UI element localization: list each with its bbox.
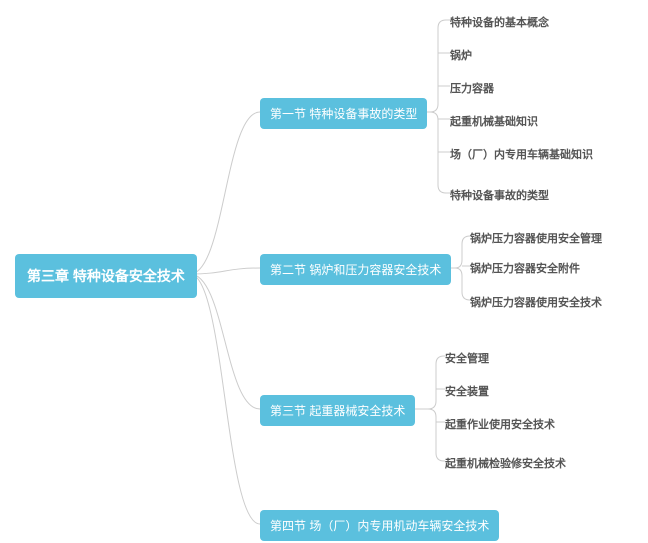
leaf-item: 特种设备事故的类型 bbox=[450, 187, 549, 203]
section-node-2[interactable]: 第二节 锅炉和压力容器安全技术 bbox=[260, 254, 451, 285]
root-label: 第三章 特种设备安全技术 bbox=[27, 268, 185, 284]
leaf-item: 起重机械基础知识 bbox=[450, 113, 538, 129]
root-node[interactable]: 第三章 特种设备安全技术 bbox=[15, 254, 197, 298]
leaf-item: 起重作业使用安全技术 bbox=[445, 416, 555, 432]
section-label: 第四节 场（厂）内专用机动车辆安全技术 bbox=[270, 519, 489, 533]
leaf-item: 锅炉压力容器安全附件 bbox=[470, 260, 580, 276]
section-label: 第二节 锅炉和压力容器安全技术 bbox=[270, 263, 441, 277]
leaf-item: 锅炉 bbox=[450, 47, 472, 63]
leaf-item: 安全管理 bbox=[445, 350, 489, 366]
section-node-1[interactable]: 第一节 特种设备事故的类型 bbox=[260, 98, 427, 129]
section-node-3[interactable]: 第三节 起重器械安全技术 bbox=[260, 395, 415, 426]
leaf-item: 锅炉压力容器使用安全技术 bbox=[470, 294, 602, 310]
leaf-item: 起重机械检验修安全技术 bbox=[445, 455, 566, 471]
leaf-item: 场（厂）内专用车辆基础知识 bbox=[450, 146, 593, 162]
leaf-item: 特种设备的基本概念 bbox=[450, 14, 549, 30]
leaf-item: 锅炉压力容器使用安全管理 bbox=[470, 230, 602, 246]
leaf-item: 压力容器 bbox=[450, 80, 494, 96]
section-label: 第一节 特种设备事故的类型 bbox=[270, 107, 417, 121]
section-node-4[interactable]: 第四节 场（厂）内专用机动车辆安全技术 bbox=[260, 510, 499, 541]
leaf-item: 安全装置 bbox=[445, 383, 489, 399]
section-label: 第三节 起重器械安全技术 bbox=[270, 404, 405, 418]
